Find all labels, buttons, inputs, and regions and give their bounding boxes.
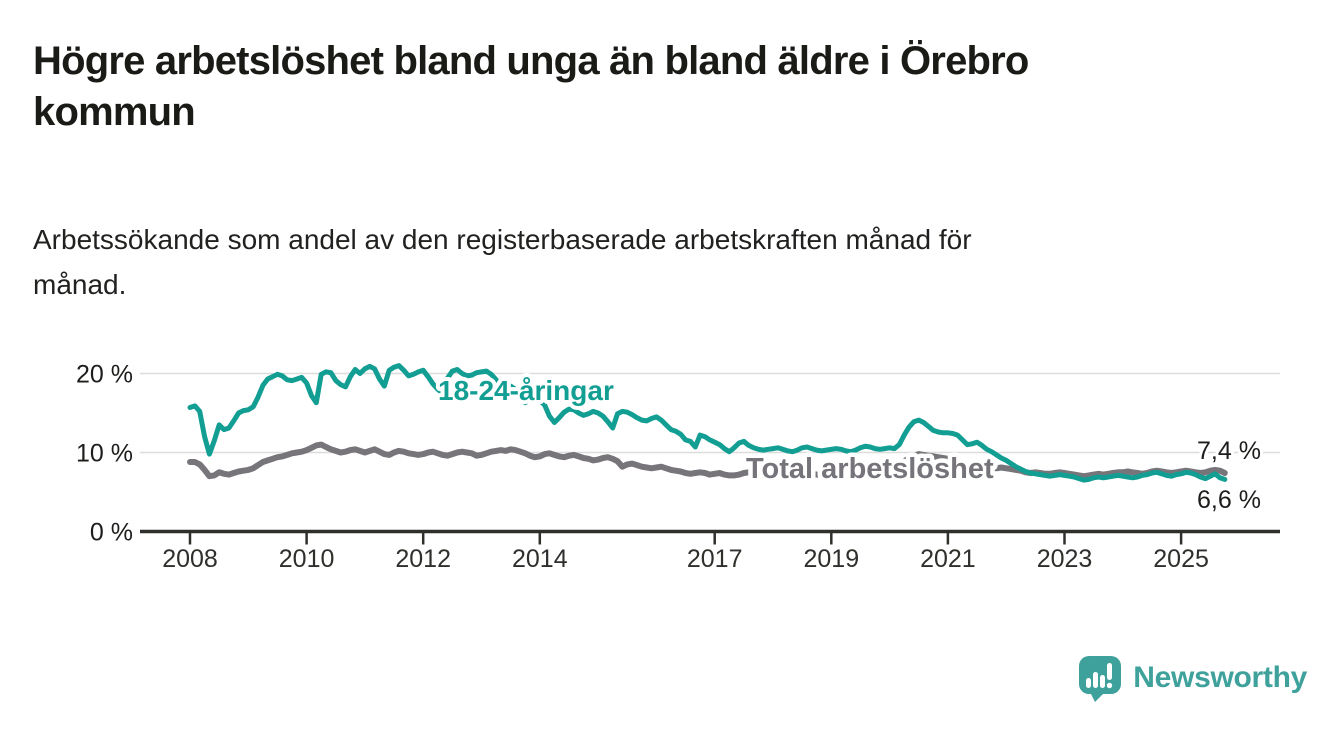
series-label-total: Total arbetslöshet [746, 453, 994, 485]
x-tick-label-2025: 2025 [1153, 545, 1209, 573]
series-line-total [187, 441, 1228, 480]
gridlines: 0 % 10 % 20 % [76, 361, 1280, 547]
chart-labels: Total arbetslöshet 18-24-åringar 7,4 % 6,6 … [434, 371, 1264, 517]
x-tick-label-2014: 2014 [512, 545, 568, 573]
y-tick-label-10: 10 % [76, 440, 133, 468]
x-tick-label-2010: 2010 [279, 545, 335, 573]
series-label-youth: 18-24-åringar [438, 375, 614, 406]
x-tick-label-2008: 2008 [162, 545, 218, 573]
x-tick-label-2017: 2017 [687, 545, 743, 573]
newsworthy-wordmark: Newsworthy [1133, 661, 1307, 694]
series-lines [187, 363, 1228, 483]
y-tick-label-0: 0 % [90, 519, 133, 547]
x-axis: 2008 2010 2012 2014 2017 2019 2021 2023 2025 [140, 529, 1280, 573]
newsworthy-logo[interactable]: Newsworthy [1078, 654, 1307, 702]
x-tick-label-2012: 2012 [395, 545, 451, 573]
x-tick-label-2023: 2023 [1037, 545, 1093, 573]
newsworthy-icon [1079, 655, 1122, 702]
end-value-label-total: 7,4 % [1197, 437, 1261, 465]
x-tick-label-2021: 2021 [920, 545, 976, 573]
chart-title: Högre arbetslöshet bland unga än bland ä… [33, 39, 1029, 134]
chart-subtitle: Arbetssökande som andel av den registerb… [33, 224, 972, 300]
y-tick-label-20: 20 % [76, 361, 133, 389]
end-value-label-youth: 6,6 % [1197, 486, 1261, 514]
series-line-youth [187, 363, 1228, 483]
x-tick-label-2019: 2019 [803, 545, 859, 573]
